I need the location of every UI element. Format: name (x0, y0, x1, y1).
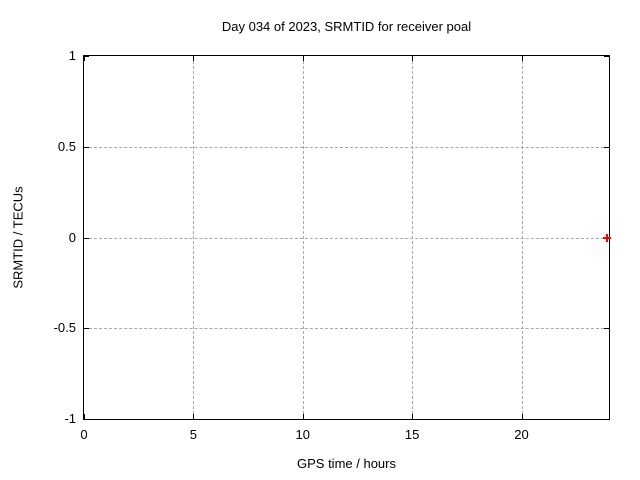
x-tick-label: 5 (189, 427, 197, 442)
y-gridline (84, 328, 609, 330)
marker-vertical-bar (605, 233, 608, 242)
x-tick-top (521, 56, 523, 61)
x-tick-top (193, 56, 195, 61)
chart-title: Day 034 of 2023, SRMTID for receiver poa… (221, 19, 472, 34)
y-tick-right (604, 146, 609, 148)
x-tick-label: 0 (80, 427, 88, 442)
x-tick-top (302, 56, 304, 61)
x-tick-bottom (521, 414, 523, 419)
y-tick-left (84, 328, 89, 330)
x-axis-label: GPS time / hours (297, 456, 396, 471)
y-tick-right (604, 56, 609, 57)
y-tick-label: -0.5 (53, 320, 76, 336)
y-gridline (84, 146, 609, 148)
y-tick-right (604, 328, 609, 330)
x-tick-top (412, 56, 414, 61)
y-tick-left (84, 237, 89, 239)
y-tick-label: -1 (64, 411, 76, 426)
data-point-marker (602, 233, 611, 242)
y-gridline (84, 237, 609, 239)
x-tick-label: 20 (514, 427, 529, 442)
x-tick-bottom (412, 414, 414, 419)
x-tick-bottom (302, 414, 304, 419)
y-tick-label: 1 (68, 48, 76, 63)
y-tick-label: 0.5 (57, 138, 76, 154)
x-tick-label: 10 (295, 427, 310, 442)
y-tick-left (84, 419, 89, 420)
y-tick-left (84, 146, 89, 148)
x-tick-label: 15 (404, 427, 420, 442)
y-tick-left (84, 56, 89, 57)
plot-area (83, 55, 611, 420)
y-tick-right (604, 419, 609, 420)
y-tick-label: 0 (68, 229, 76, 245)
x-tick-bottom (84, 414, 85, 419)
x-tick-top (84, 56, 85, 61)
x-tick-bottom (193, 414, 195, 419)
